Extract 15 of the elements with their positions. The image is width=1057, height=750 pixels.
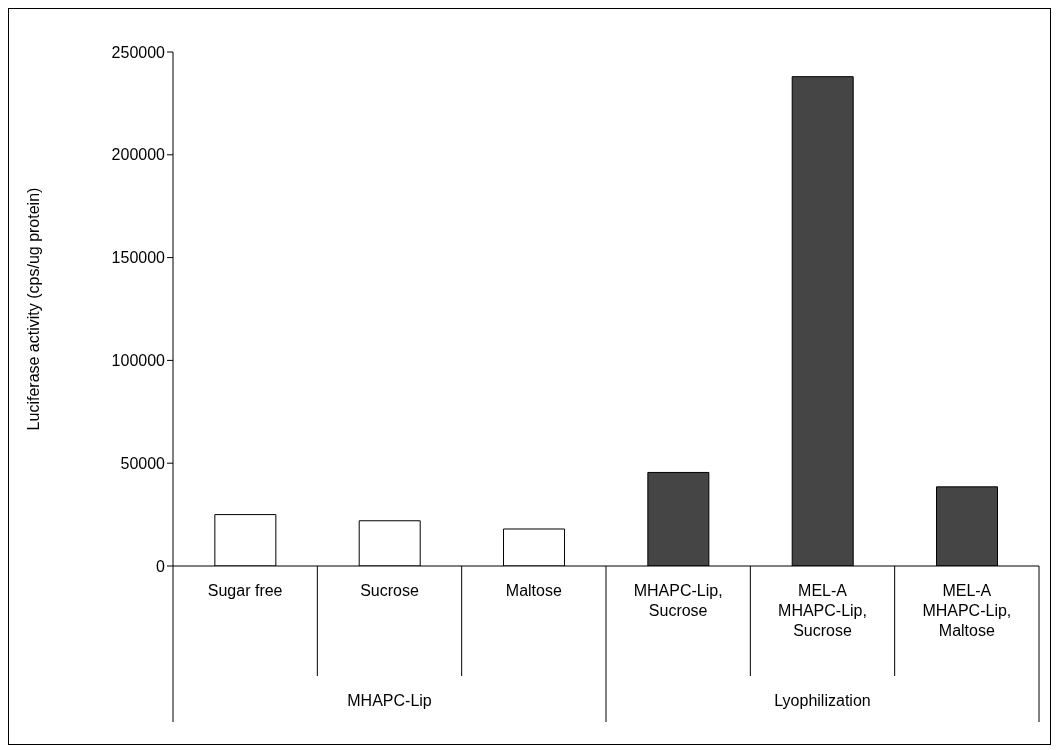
y-tick-label: 200000 xyxy=(111,146,166,164)
y-tick-label: 100000 xyxy=(111,352,166,370)
x-tick-label: Sucrose xyxy=(360,582,419,599)
y-tick-label: 50000 xyxy=(120,454,166,472)
y-tick-label: 250000 xyxy=(111,43,166,61)
x-tick-label: Sugar free xyxy=(207,582,283,599)
x-tick-label: MEL-A MHAPC-Lip, Sucrose xyxy=(778,582,867,639)
x-tick-label: MHAPC-Lip, Sucrose xyxy=(633,582,723,619)
y-tick-label: 150000 xyxy=(111,249,166,267)
x-tick-label: Maltose xyxy=(505,582,562,599)
y-tick-label: 0 xyxy=(156,557,166,575)
text: Lyophilization xyxy=(774,692,871,709)
text: MHAPC-Lip xyxy=(347,692,432,709)
y-axis-title: Luciferase activity (cps/ug protein) xyxy=(24,187,42,431)
x-tick-label: MEL-A MHAPC-Lip, Maltose xyxy=(922,582,1012,639)
